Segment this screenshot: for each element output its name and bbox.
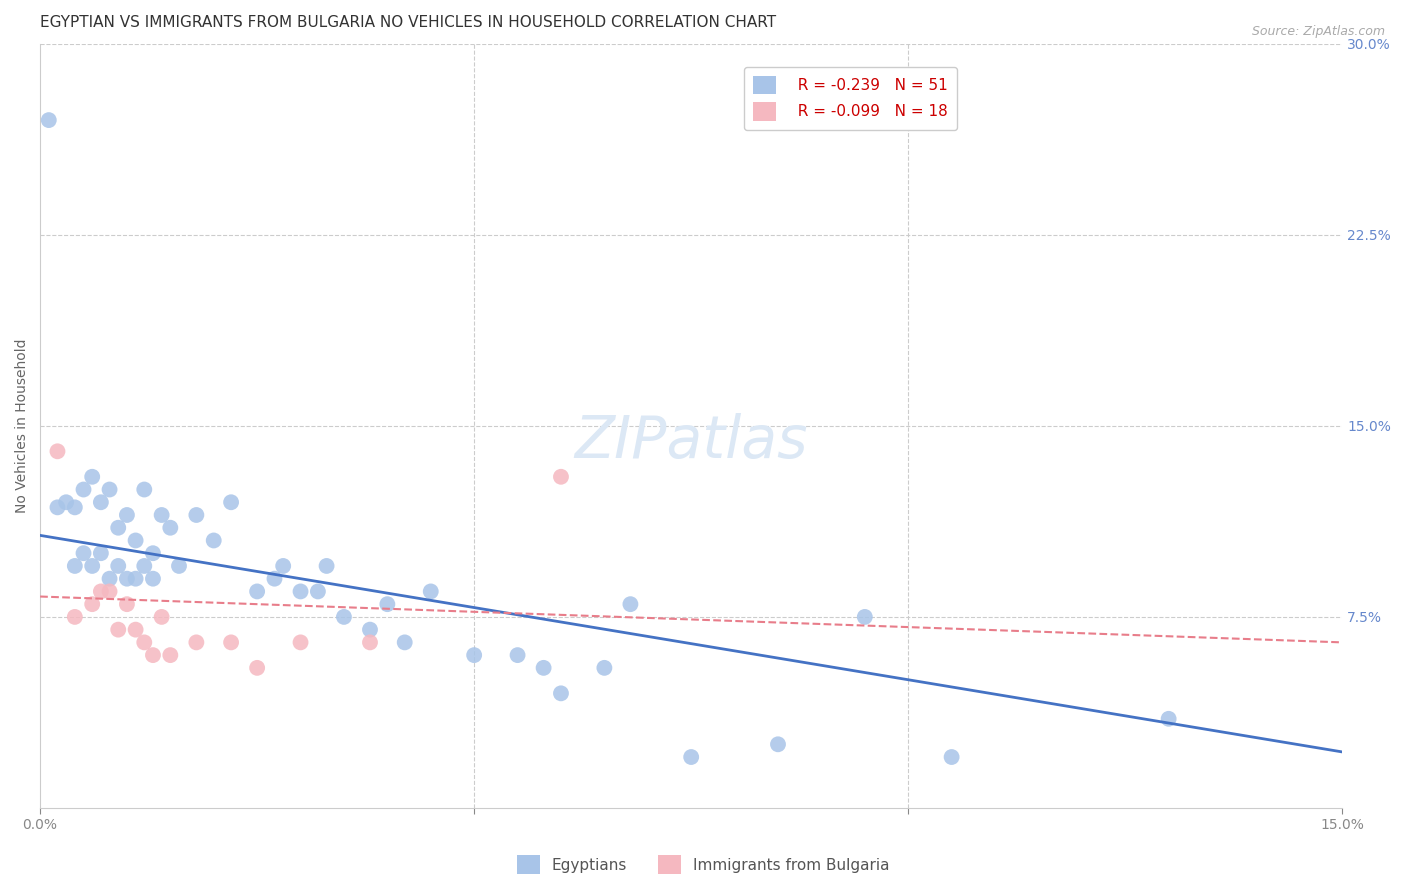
Point [90,546,112,560]
Point [98,483,121,497]
Point [63,500,86,515]
Point [124,623,146,637]
Point [619,597,641,611]
Point [186,508,208,522]
Point [290,635,312,649]
Point [72,546,94,560]
Point [46,500,69,515]
Point [941,750,963,764]
Point [134,558,156,573]
Y-axis label: No Vehicles in Household: No Vehicles in Household [15,339,30,513]
Point [359,623,381,637]
Point [219,635,242,649]
Point [593,661,616,675]
Point [150,610,173,624]
Point [107,521,129,535]
Point [115,508,138,522]
Point [167,558,190,573]
Point [150,508,173,522]
Point [271,558,294,573]
Point [134,635,156,649]
Point [186,635,208,649]
Point [107,558,129,573]
Point [90,584,112,599]
Legend: Egyptians, Immigrants from Bulgaria: Egyptians, Immigrants from Bulgaria [510,849,896,880]
Point [55,495,77,509]
Point [550,470,572,484]
Point [550,686,572,700]
Point [315,558,337,573]
Point [463,648,485,662]
Point [72,483,94,497]
Point [533,661,555,675]
Point [46,444,69,458]
Point [142,572,165,586]
Point [219,495,242,509]
Point [766,737,789,751]
Point [98,584,121,599]
Point [159,521,181,535]
Point [63,610,86,624]
Point [115,572,138,586]
Point [359,635,381,649]
Point [124,533,146,548]
Point [82,597,104,611]
Point [82,470,104,484]
Point [263,572,285,586]
Point [142,648,165,662]
Legend:   R = -0.239   N = 51,   R = -0.099   N = 18: R = -0.239 N = 51, R = -0.099 N = 18 [744,67,957,130]
Point [506,648,529,662]
Point [333,610,356,624]
Text: ZIPatlas: ZIPatlas [575,413,808,469]
Text: EGYPTIAN VS IMMIGRANTS FROM BULGARIA NO VEHICLES IN HOUSEHOLD CORRELATION CHART: EGYPTIAN VS IMMIGRANTS FROM BULGARIA NO … [41,15,776,30]
Point [115,597,138,611]
Point [307,584,329,599]
Point [159,648,181,662]
Point [107,623,129,637]
Point [202,533,225,548]
Point [290,584,312,599]
Point [98,572,121,586]
Point [681,750,703,764]
Point [134,483,156,497]
Point [394,635,416,649]
Point [63,558,86,573]
Point [419,584,441,599]
Point [82,558,104,573]
Point [246,584,269,599]
Point [124,572,146,586]
Point [90,495,112,509]
Point [853,610,876,624]
Text: Source: ZipAtlas.com: Source: ZipAtlas.com [1251,25,1385,38]
Point [1157,712,1180,726]
Point [142,546,165,560]
Point [38,113,60,128]
Point [246,661,269,675]
Point [375,597,398,611]
